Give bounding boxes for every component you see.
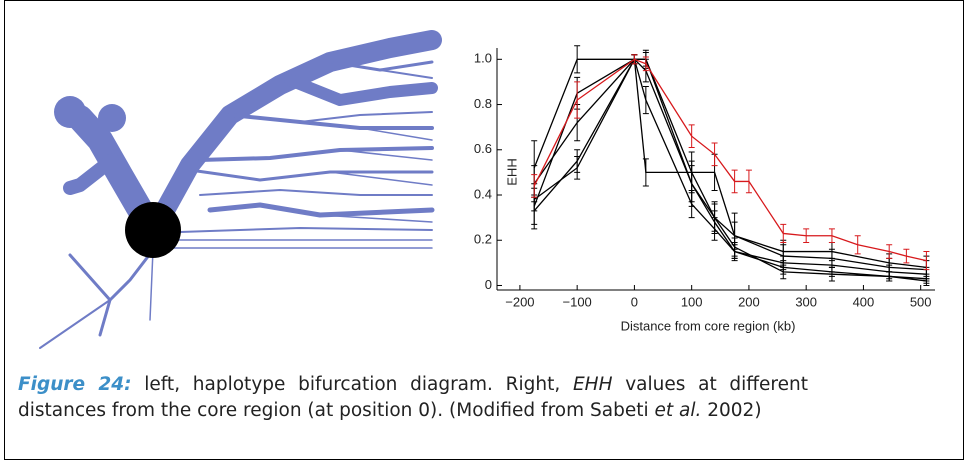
error-bar: [780, 223, 787, 244]
y-tick-label: 0: [485, 277, 492, 292]
x-tick-label: 500: [910, 294, 932, 309]
x-axis-label: Distance from core region (kb): [621, 318, 796, 333]
figure: EHH Distance from core region (kb) 0 0.2 0…: [39, 30, 935, 349]
caption: Figure 24: left, haplotype bifurcation d…: [18, 372, 808, 424]
error-bar: [688, 124, 695, 149]
series-line: [533, 58, 927, 282]
x-tick-label: 400: [853, 294, 875, 309]
x-tick-label: −200: [505, 294, 534, 309]
y-tick-label: 0.6: [474, 141, 492, 156]
core-haplotype: [125, 202, 181, 258]
y-tick-label: 0.4: [474, 186, 492, 201]
error-bar: [886, 271, 893, 282]
error-bar: [903, 248, 910, 264]
error-bar: [923, 275, 930, 286]
x-tick-label: 100: [681, 294, 703, 309]
x-tick-label: −100: [563, 294, 592, 309]
error-bar: [642, 158, 649, 187]
series-line: [533, 58, 927, 269]
error-bar: [828, 228, 835, 244]
error-bar: [854, 235, 861, 255]
error-bar: [642, 85, 649, 115]
error-bar: [886, 244, 893, 259]
x-tick-label: 300: [795, 294, 817, 309]
error-bar: [803, 228, 810, 244]
caption-text: left, haplotype bifurcation diagram. Rig…: [131, 374, 573, 395]
error-bar: [531, 174, 538, 198]
error-bar: [574, 45, 581, 74]
x-tick-label: 0: [631, 294, 638, 309]
error-bar: [731, 169, 738, 194]
y-tick-label: 0.2: [474, 232, 492, 247]
error-bar: [688, 151, 695, 194]
series-line: [533, 58, 927, 275]
error-bar: [923, 251, 930, 271]
series-line: [533, 58, 927, 271]
y-tick-label: 0.8: [474, 96, 492, 111]
error-bar: [688, 189, 695, 219]
series-line: [533, 57, 927, 280]
caption-text: 2002): [701, 400, 762, 421]
error-bar: [642, 56, 649, 72]
error-bar: [780, 264, 787, 280]
bifurcation-diagram: [39, 30, 442, 349]
error-bar: [828, 266, 835, 282]
y-axis-label: EHH: [504, 158, 519, 185]
series-line: [533, 58, 927, 262]
error-bar: [731, 237, 738, 257]
caption-etal: et al.: [654, 400, 702, 421]
y-tick-label: 1.0: [474, 51, 492, 66]
x-tick-label: 200: [738, 294, 760, 309]
error-bar: [745, 169, 752, 194]
error-bar: [574, 81, 581, 119]
error-bar: [631, 54, 638, 65]
error-bar: [574, 156, 581, 180]
caption-label: Figure 24:: [18, 374, 132, 395]
error-bar: [711, 203, 718, 232]
error-bar: [711, 142, 718, 167]
figure-frame: [4, 0, 964, 460]
caption-term: EHH: [572, 374, 613, 395]
caption-text: values at different distances from the c…: [18, 374, 808, 421]
